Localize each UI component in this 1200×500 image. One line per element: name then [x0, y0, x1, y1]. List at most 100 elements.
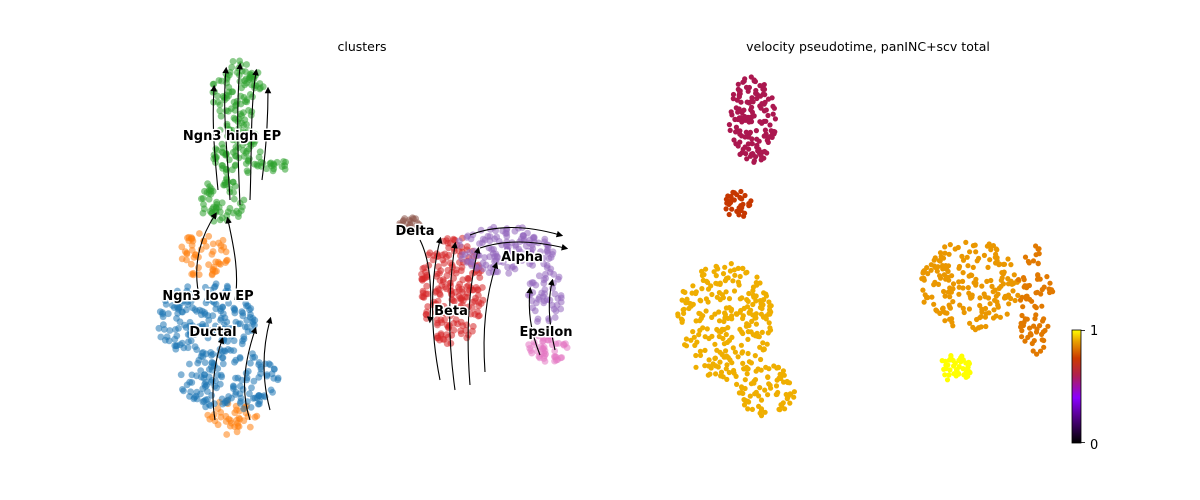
cell-point — [187, 297, 195, 305]
pseudotime-point — [750, 99, 756, 105]
pseudotime-point — [746, 201, 752, 207]
pseudotime-point — [702, 347, 708, 353]
pseudotime-point — [699, 286, 705, 292]
pseudotime-point — [963, 239, 969, 245]
pseudotime-point — [1045, 323, 1051, 329]
cell-point — [423, 282, 431, 290]
pseudotime-point — [1039, 331, 1045, 337]
pseudotime-point — [722, 264, 728, 270]
pseudotime-point — [723, 305, 730, 311]
pseudotime-point — [724, 376, 730, 382]
pseudotime-point — [716, 309, 722, 315]
cell-point — [550, 305, 558, 313]
cell-point — [255, 361, 263, 368]
streamline — [196, 212, 217, 301]
clusters-title: clusters — [337, 39, 386, 54]
cell-point — [537, 248, 544, 256]
cell-point — [534, 315, 542, 323]
pseudotime-point — [749, 136, 755, 142]
streamline — [249, 68, 259, 201]
pseudotime-point — [947, 285, 953, 291]
cell-point — [217, 112, 225, 120]
cell-point — [472, 294, 479, 302]
cell-point — [482, 261, 490, 269]
pseudotime-point — [941, 288, 947, 295]
pseudotime-point — [960, 305, 966, 311]
cell-point — [545, 317, 553, 325]
pseudotime-point — [693, 352, 699, 359]
pseudotime-point — [725, 355, 731, 361]
pseudotime-point — [688, 337, 694, 343]
pseudotime-point — [727, 127, 733, 133]
pseudotime-point — [756, 403, 762, 409]
pseudotime-point — [759, 101, 765, 107]
pseudotime-point — [988, 277, 994, 284]
pseudotime-point — [719, 292, 726, 298]
cell-point — [248, 108, 256, 116]
cell-point — [219, 236, 227, 244]
pseudotime-point — [965, 263, 971, 269]
pseudotime-point — [746, 290, 752, 297]
cell-point — [246, 70, 254, 78]
cell-point — [235, 295, 243, 302]
pseudotime-point — [966, 273, 972, 279]
pseudotime-point — [755, 148, 761, 154]
pseudotime-point — [1033, 290, 1039, 296]
pseudotime-point — [763, 118, 769, 124]
pseudotime-point — [735, 81, 741, 87]
pseudotime-title: velocity pseudotime, panINC+scv total — [746, 39, 990, 54]
pseudotime-point — [755, 333, 761, 339]
cell-point — [229, 178, 237, 186]
colorbar-tick-label-max: 1 — [1090, 324, 1098, 339]
pseudotime-point — [705, 286, 712, 292]
cell-point — [253, 394, 261, 402]
cell-point — [535, 272, 543, 280]
pseudotime-point — [1011, 272, 1017, 278]
pseudotime-point — [992, 297, 998, 303]
pseudotime-point — [761, 346, 767, 352]
cell-point — [257, 84, 264, 92]
cell-point — [481, 254, 489, 261]
pseudotime-point — [766, 299, 772, 305]
cell-point — [448, 291, 455, 298]
pseudotime-point — [1020, 304, 1026, 310]
pseudotime-point — [697, 297, 703, 303]
cell-point — [554, 275, 562, 283]
pseudotime-point — [705, 372, 711, 378]
pseudotime-point — [947, 304, 953, 310]
pseudotime-point — [756, 393, 762, 399]
pseudotime-point — [709, 333, 715, 339]
cell-point — [239, 386, 247, 393]
pseudotime-point — [760, 297, 767, 303]
pseudotime-point — [1036, 251, 1042, 257]
cell-point — [166, 327, 174, 334]
cell-point — [198, 307, 206, 315]
cell-point — [240, 152, 248, 160]
pseudotime-point — [757, 385, 763, 391]
cell-point — [205, 261, 213, 268]
cell-point — [243, 79, 250, 87]
pseudotime-point — [741, 213, 747, 219]
pseudotime-point — [731, 288, 738, 294]
cluster-label-ngn3-high-ep: Ngn3 high EP — [183, 129, 281, 144]
pseudotime-point — [937, 273, 943, 279]
cell-point — [178, 243, 186, 251]
cell-point — [493, 233, 501, 241]
cell-point — [205, 232, 213, 240]
pseudotime-point — [726, 296, 733, 302]
cell-point — [254, 162, 262, 170]
cell-point — [465, 275, 473, 282]
pseudotime-point — [762, 409, 768, 415]
pseudotime-point — [757, 119, 763, 125]
pseudotime-point — [943, 362, 949, 368]
pseudotime-point — [1041, 337, 1047, 344]
pseudotime-point — [740, 265, 746, 271]
cluster-label-ngn3-low-ep: Ngn3 low EP — [162, 289, 253, 304]
cell-point — [436, 290, 443, 298]
cell-point — [202, 299, 210, 307]
cell-point — [233, 428, 241, 436]
cell-point — [407, 228, 414, 236]
pseudotime-point — [749, 318, 755, 324]
pseudotime-point — [973, 249, 979, 255]
pseudotime-point — [1022, 338, 1028, 344]
